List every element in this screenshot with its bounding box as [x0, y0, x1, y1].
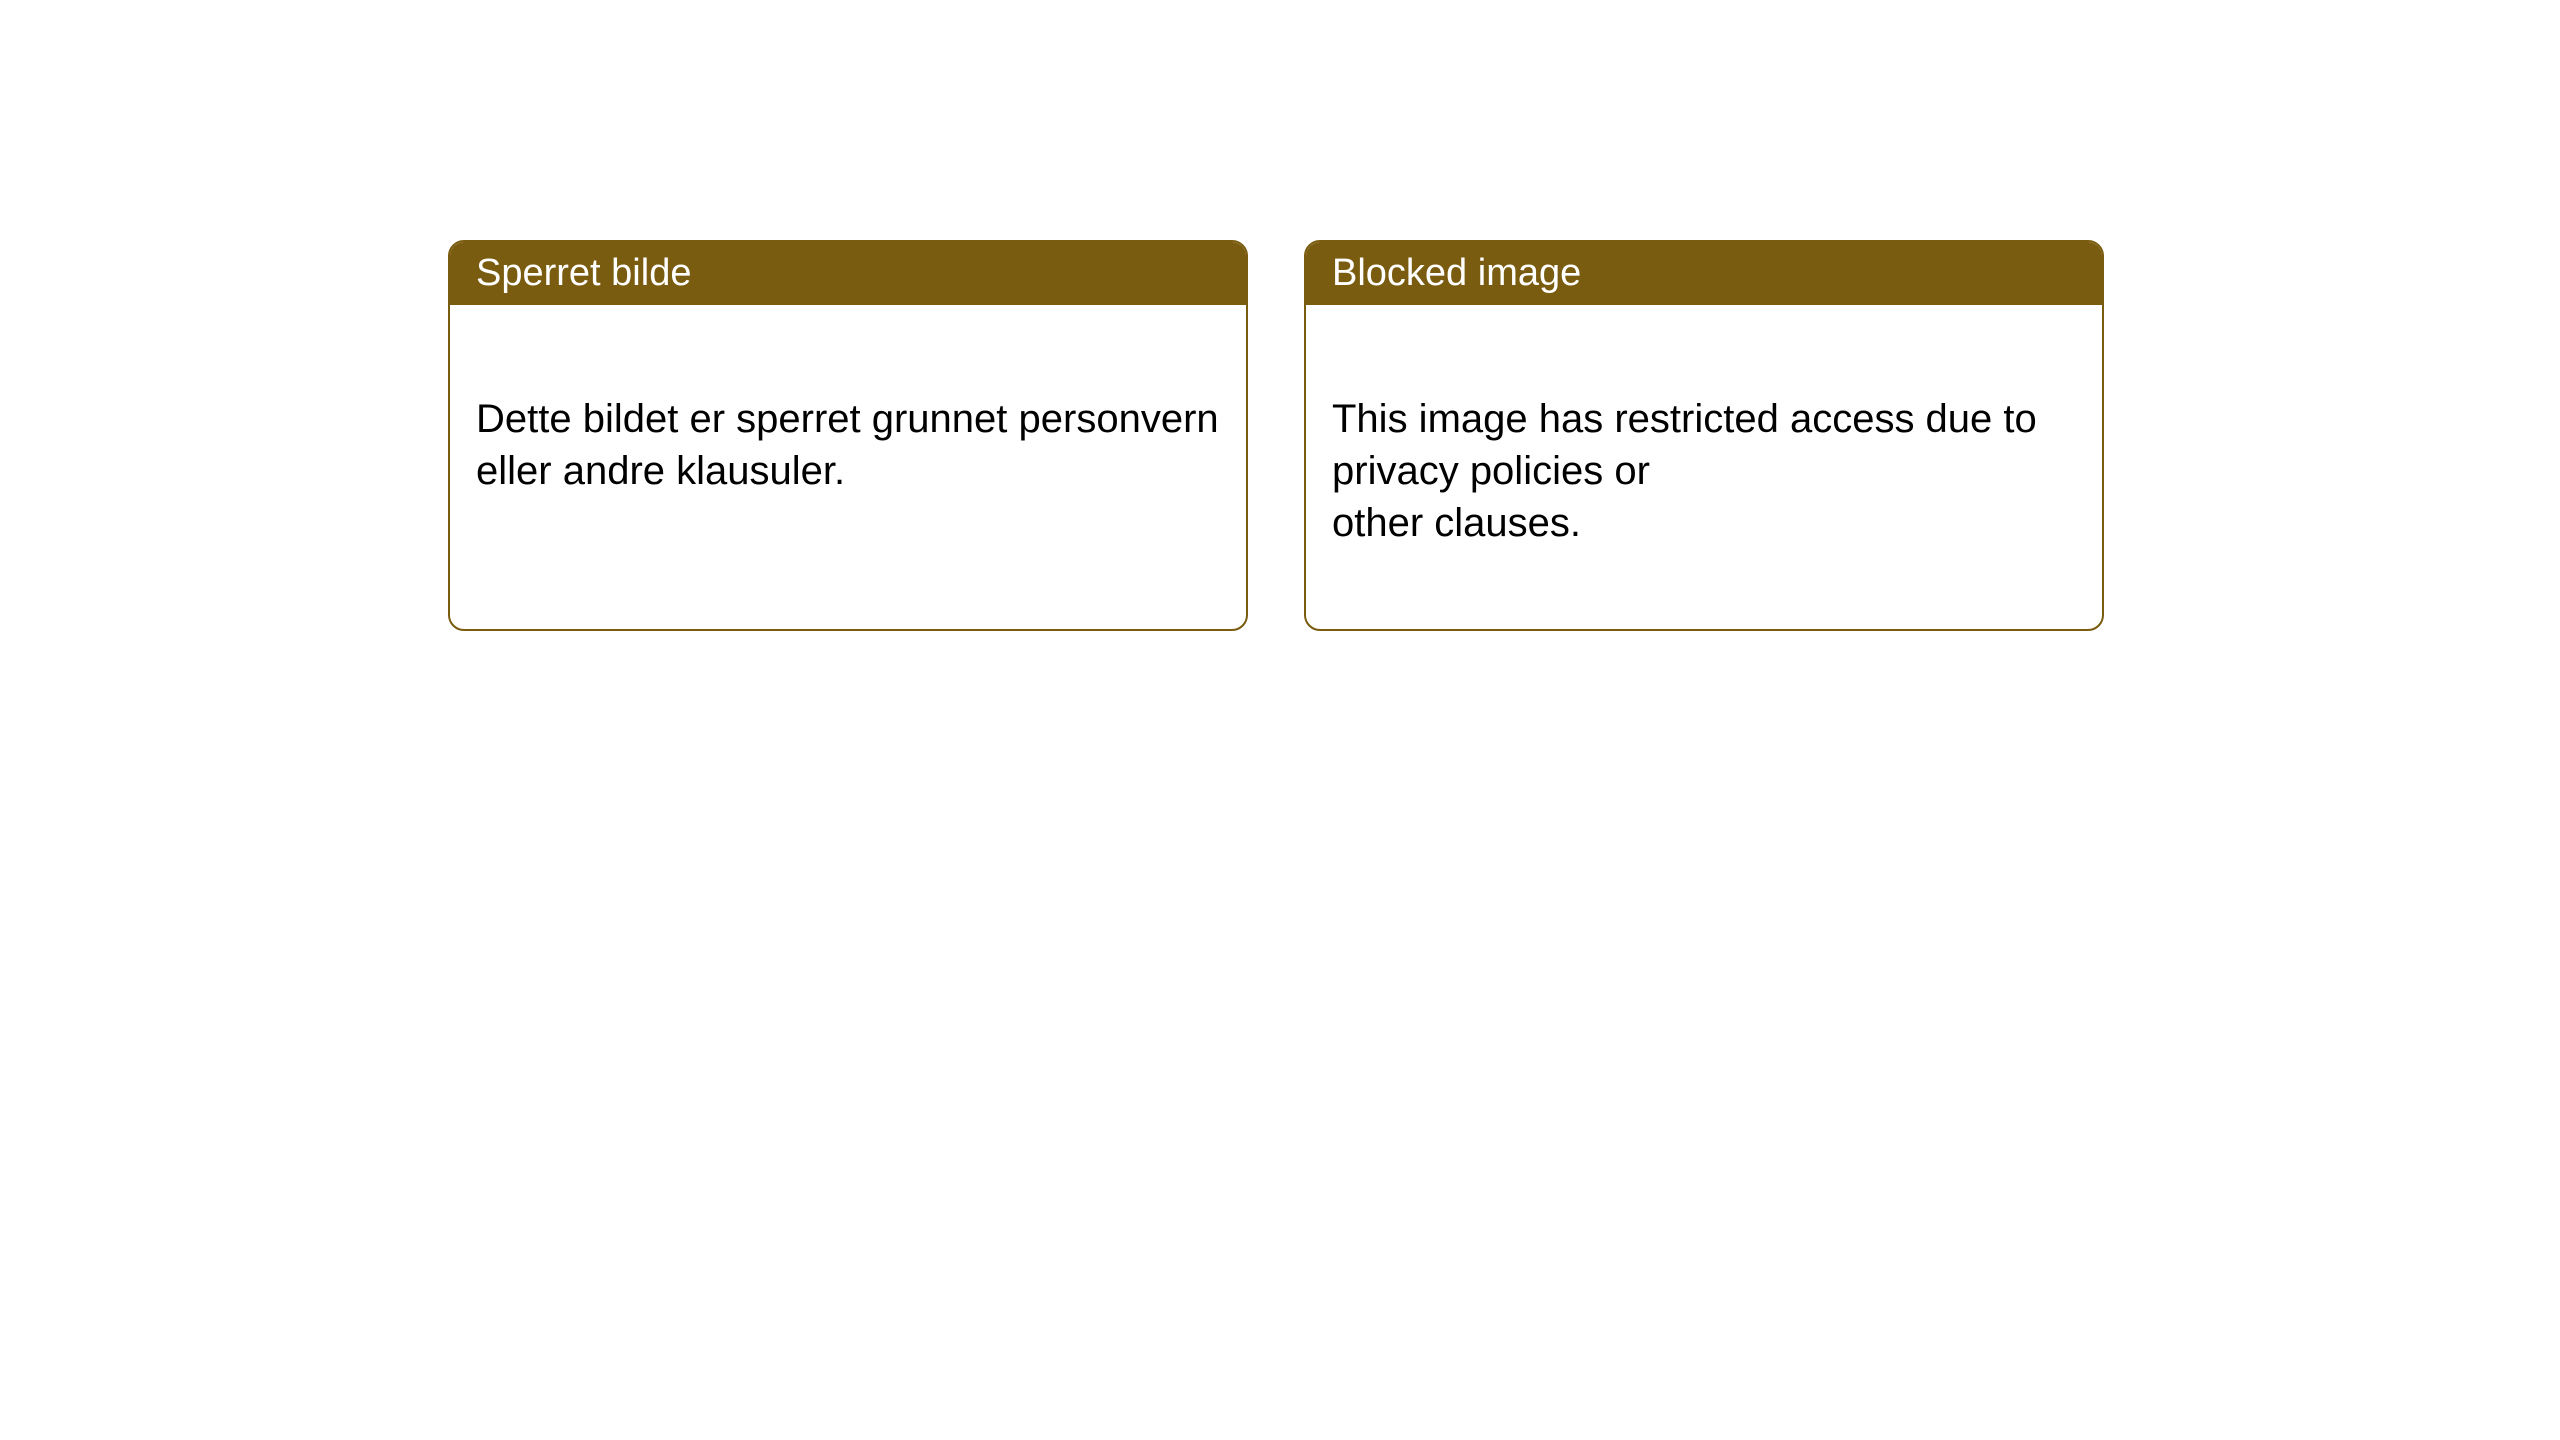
notice-body: Dette bildet er sperret grunnet personve… [450, 305, 1246, 577]
notice-card-norwegian: Sperret bilde Dette bildet er sperret gr… [448, 240, 1248, 631]
notice-container: Sperret bilde Dette bildet er sperret gr… [448, 240, 2104, 631]
notice-header: Blocked image [1306, 242, 2102, 305]
notice-title: Sperret bilde [476, 252, 691, 294]
notice-message: Dette bildet er sperret grunnet personve… [476, 397, 1219, 493]
notice-body: This image has restricted access due to … [1306, 305, 2102, 629]
notice-header: Sperret bilde [450, 242, 1246, 305]
notice-card-english: Blocked image This image has restricted … [1304, 240, 2104, 631]
notice-message: This image has restricted access due to … [1332, 397, 2037, 545]
notice-title: Blocked image [1332, 252, 1581, 294]
